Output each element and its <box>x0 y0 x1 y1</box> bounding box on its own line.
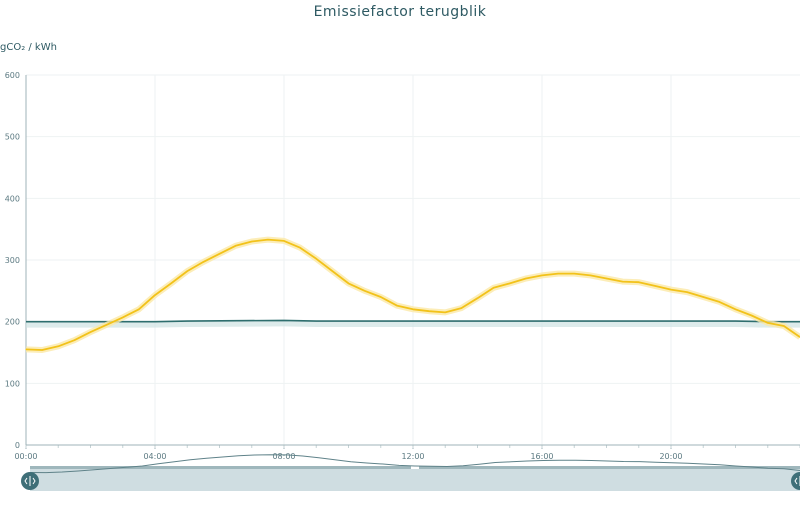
x-tick-label: 00:00 <box>14 452 37 461</box>
data-point-emission <box>509 282 511 285</box>
y-tick-label: 100 <box>5 379 20 388</box>
data-point-emission <box>251 240 253 243</box>
data-point-emission <box>444 311 446 314</box>
series-layer <box>25 236 800 353</box>
data-point-emission <box>670 289 672 291</box>
data-point-emission <box>138 308 140 310</box>
y-tick-label: 500 <box>5 133 20 142</box>
data-point-emission <box>476 297 479 299</box>
data-point-emission <box>170 282 172 285</box>
y-tick-label: 300 <box>5 256 20 265</box>
navigator-grip[interactable] <box>411 466 419 469</box>
data-point-emission <box>396 305 398 307</box>
data-point-emission <box>347 282 350 285</box>
y-tick-label: 600 <box>5 71 20 80</box>
navigator-right-handle[interactable] <box>791 472 800 490</box>
x-tick-label: 20:00 <box>659 452 682 461</box>
data-point-emission <box>41 349 43 351</box>
data-point-emission <box>283 240 285 242</box>
data-point-emission <box>73 339 75 341</box>
data-point-emission <box>380 296 382 298</box>
data-point-emission <box>25 348 27 351</box>
data-point-emission <box>751 314 753 317</box>
navigator-mini-line <box>29 454 800 474</box>
data-point-emission <box>622 280 624 283</box>
data-point-emission <box>57 345 59 347</box>
tick-labels: 0 100 200 300 400 500 600 00:00 04:00 08:00 12:00 1… <box>5 71 683 461</box>
data-point-emission <box>267 239 269 241</box>
data-point-emission <box>154 294 156 296</box>
data-point-emission <box>412 308 414 310</box>
y-tick-label: 200 <box>5 318 20 327</box>
x-tick-label: 04:00 <box>143 452 166 461</box>
data-point-emission <box>557 272 559 275</box>
data-point-emission <box>718 301 720 303</box>
data-point-emission <box>299 247 301 249</box>
data-point-emission <box>122 316 124 318</box>
y-tick-label: 400 <box>5 194 20 203</box>
axes <box>25 75 800 449</box>
series-line-reference <box>26 319 800 323</box>
data-point-emission <box>734 308 737 310</box>
x-tick-label: 16:00 <box>530 452 553 461</box>
data-point-emission <box>493 287 495 289</box>
data-point-emission <box>235 245 237 247</box>
data-point-emission <box>525 277 527 280</box>
data-point-emission <box>89 331 92 333</box>
data-point-emission <box>315 258 317 260</box>
data-point-emission <box>428 310 430 312</box>
data-point-emission <box>460 307 462 309</box>
data-point-emission <box>605 277 608 280</box>
data-point-emission <box>767 322 769 324</box>
chart-title: Emissiefactor terugblik <box>313 4 487 20</box>
data-point-emission <box>702 296 704 298</box>
x-tick-label: 08:00 <box>272 452 295 461</box>
data-point-emission <box>686 291 688 293</box>
data-point-emission <box>106 324 108 326</box>
data-point-emission <box>638 281 640 283</box>
data-point-emission <box>186 270 188 272</box>
data-point-emission <box>202 261 204 263</box>
range-navigator[interactable] <box>21 454 800 491</box>
data-point-emission <box>783 325 785 327</box>
navigator-background <box>30 466 800 491</box>
data-point-emission <box>364 290 366 292</box>
data-point-emission <box>654 285 656 287</box>
data-point-emission <box>218 253 221 255</box>
navigator-left-handle[interactable] <box>21 472 39 490</box>
y-tick-label: 0 <box>15 441 20 450</box>
chevron-icon <box>794 477 798 485</box>
series-band-reference <box>26 320 800 328</box>
y-axis-unit-label: gCO₂ / kWh <box>0 42 57 53</box>
data-point-emission <box>331 270 333 272</box>
grid-lines <box>25 74 800 446</box>
chevron-icon <box>24 477 36 485</box>
data-point-emission <box>589 274 591 277</box>
data-point-emission <box>573 272 575 275</box>
data-point-emission <box>541 274 543 277</box>
x-tick-label: 12:00 <box>401 452 424 461</box>
